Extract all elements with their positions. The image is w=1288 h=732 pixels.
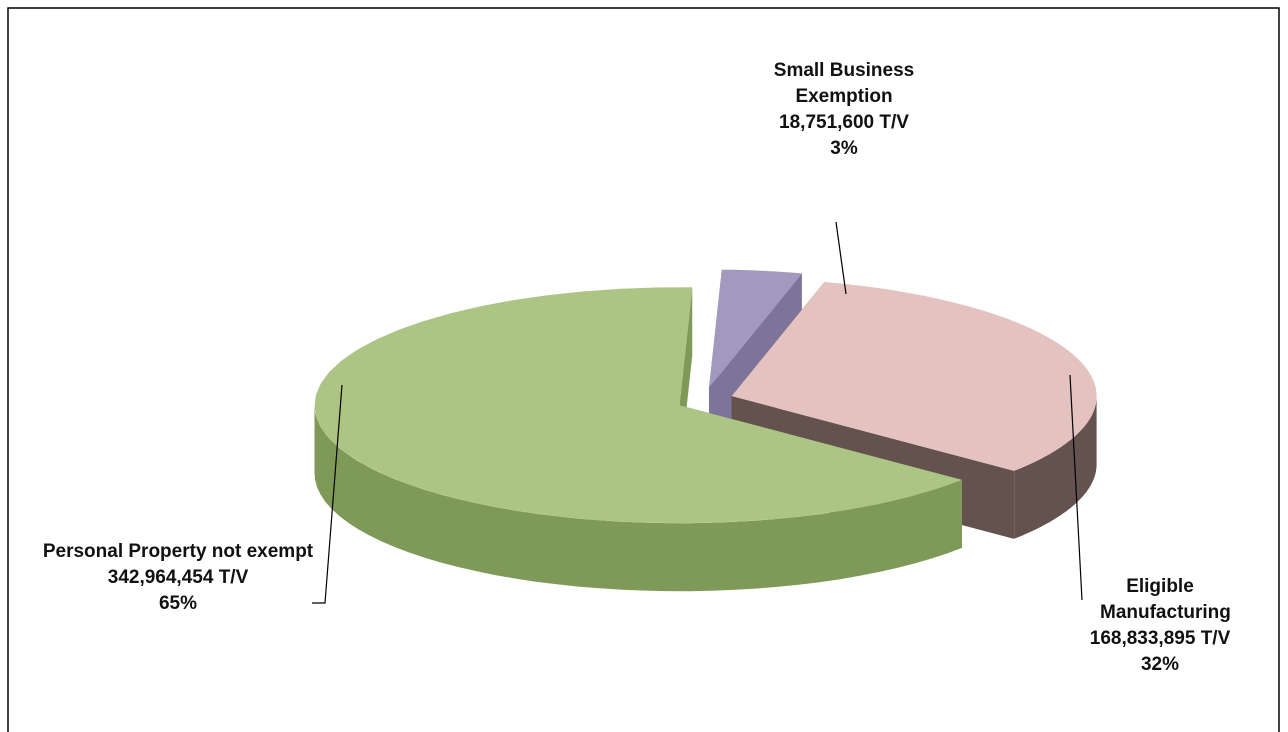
label-name: Small Business Exemption: [773, 60, 915, 107]
leader-line: [1069, 374, 1083, 601]
pie: [314, 269, 1097, 592]
data-label: Eligible Manufacturing 168,833,895 T/V 3…: [1030, 574, 1288, 678]
chart-frame: [7, 7, 1280, 732]
label-name: Personal Property not exempt: [42, 541, 314, 562]
label-value: 18,751,600 T/V: [779, 112, 909, 133]
slice: [731, 282, 1097, 471]
slice-side: [1014, 396, 1097, 539]
label-value: 168,833,895 T/V: [1089, 628, 1231, 649]
label-value: 342,964,454 T/V: [107, 567, 249, 588]
data-label: Personal Property not exempt 342,964,454…: [38, 539, 318, 617]
slice: [314, 287, 963, 524]
leader-line: [312, 384, 343, 604]
slice: [709, 269, 802, 388]
slice-side: [314, 405, 962, 592]
leader-line: [835, 221, 847, 295]
label-percent: 32%: [1140, 654, 1180, 675]
label-name: Eligible Manufacturing: [1100, 576, 1231, 623]
label-percent: 3%: [830, 138, 858, 159]
label-percent: 65%: [158, 593, 198, 614]
label-name-value: Personal Property not exempt 342,964,454…: [38, 539, 318, 591]
data-label: Small Business Exemption 18,751,600 T/V …: [724, 58, 964, 162]
